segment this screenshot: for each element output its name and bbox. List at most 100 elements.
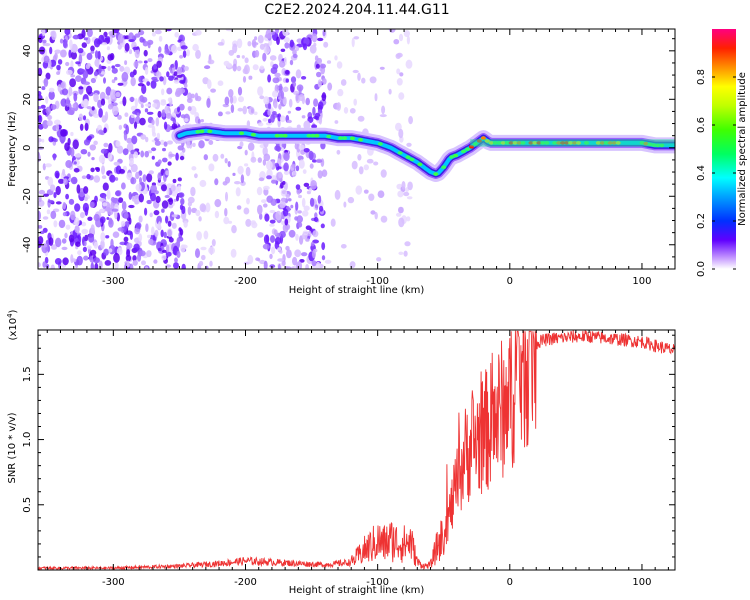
noise-speck [312,249,316,259]
noise-speck [140,134,147,140]
noise-speck [227,161,231,168]
noise-speck [106,189,111,200]
noise-speck [151,32,156,37]
noise-speck [317,79,322,88]
noise-speck [48,90,55,100]
noise-speck [165,215,169,224]
noise-speck [83,81,90,86]
noise-speck [65,160,73,168]
multiplier-close: ) [8,309,19,313]
noise-speck [131,135,138,145]
noise-speck [208,246,216,255]
noise-speck [272,77,280,84]
noise-speck [147,42,151,49]
noise-speck [69,39,73,50]
noise-speck [124,60,128,65]
noise-speck [101,165,105,175]
noise-speck [143,60,148,64]
noise-speck [126,137,133,144]
noise-speck [323,41,329,48]
noise-speck [311,260,317,267]
noise-speck [357,115,365,122]
noise-speck [203,230,209,240]
noise-speck [129,157,135,166]
noise-speck [83,98,89,107]
top-y-tick-label: 0 [22,145,33,151]
noise-speck [38,137,42,143]
noise-speck [232,95,237,104]
noise-speck [309,187,312,192]
noise-speck [62,211,67,217]
noise-speck [179,155,185,161]
noise-speck [226,62,233,68]
noise-speck [123,80,128,85]
noise-speck [353,98,358,106]
noise-speck [321,255,326,261]
noise-speck [201,254,206,261]
noise-speck [224,207,228,217]
noise-speck [153,63,158,70]
noise-speck [317,101,324,110]
noise-speck [82,70,89,79]
noise-speck [271,246,276,255]
noise-speck [374,212,378,220]
noise-speck [273,229,278,236]
noise-speck [280,91,285,99]
noise-speck [167,229,172,237]
noise-speck [68,49,72,59]
noise-speck [224,96,230,106]
noise-speck [351,160,358,170]
noise-speck [374,93,378,102]
ridge-core [377,142,383,146]
noise-speck [266,160,273,171]
noise-speck [404,241,411,247]
noise-speck [205,202,211,213]
noise-speck [278,103,282,110]
noise-speck [156,60,162,68]
noise-speck [366,158,374,164]
noise-speck [355,185,363,195]
noise-speck [86,245,92,250]
noise-speck [62,168,66,176]
noise-speck [154,140,161,146]
noise-speck [163,121,168,130]
noise-speck [102,182,109,191]
noise-speck [303,182,310,187]
noise-speck [53,192,57,199]
heatmap-layer [38,29,675,269]
noise-speck [50,264,55,269]
noise-speck [122,96,127,107]
noise-speck [103,127,107,134]
noise-speck [55,237,62,248]
top-x-tick-label: -200 [234,276,257,287]
noise-speck [94,58,100,67]
noise-speck [187,201,192,207]
noise-speck [73,168,80,173]
noise-speck [160,100,167,106]
noise-speck [199,179,207,188]
noise-speck [64,232,68,239]
noise-speck [81,221,87,227]
noise-speck [268,103,272,110]
noise-speck [340,79,347,86]
noise-speck [302,169,307,175]
noise-speck [62,201,67,210]
noise-speck [38,67,43,77]
noise-speck [200,246,207,251]
noise-speck [284,42,290,49]
noise-speck [267,109,271,116]
noise-speck [234,181,241,185]
noise-speck [223,216,230,225]
noise-speck [279,249,283,254]
noise-speck [230,248,237,258]
ridge-band-fill [470,139,675,147]
noise-speck [81,228,89,235]
noise-speck [153,259,158,264]
noise-speck [177,177,182,182]
noise-speck [270,67,278,74]
noise-speck [109,89,117,99]
noise-speck [144,266,149,269]
ridge-core [350,136,355,141]
noise-speck [291,163,296,168]
bottom-y-tick-label: 1.0 [22,432,33,448]
